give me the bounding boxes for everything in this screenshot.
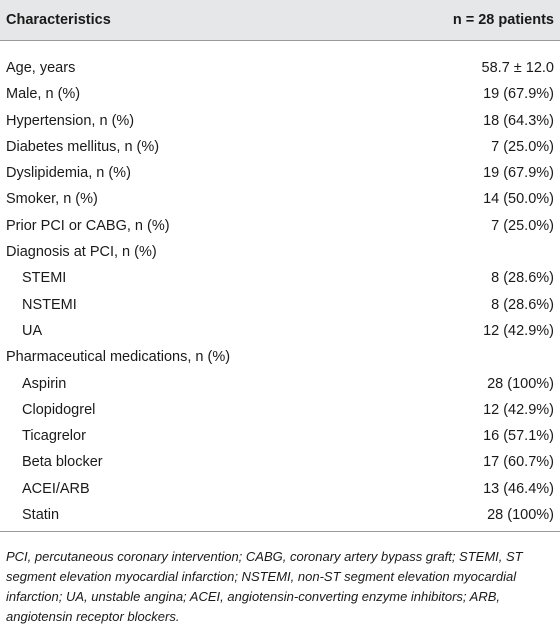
table-row: Ticagrelor 16 (57.1%) xyxy=(0,423,560,449)
row-label: Statin xyxy=(22,507,60,524)
table-header: Characteristics n = 28 patients xyxy=(0,0,560,41)
row-label: NSTEMI xyxy=(22,296,77,313)
row-label: Age, years xyxy=(6,60,76,76)
table-row: Dyslipidemia, n (%) 19 (67.9%) xyxy=(0,160,560,186)
table-row: Pharmaceutical medications, n (%) xyxy=(0,344,560,370)
table-row: Hypertension, n (%) 18 (64.3%) xyxy=(0,108,560,134)
row-value: 13 (46.4%) xyxy=(483,480,554,497)
row-label: Aspirin xyxy=(22,375,67,392)
table-row: Beta blocker 17 (60.7%) xyxy=(0,449,560,475)
row-value: 8 (28.6%) xyxy=(491,270,554,287)
row-value: 28 (100%) xyxy=(487,507,554,524)
row-label: UA xyxy=(22,322,43,339)
table-row: Male, n (%) 19 (67.9%) xyxy=(0,81,560,107)
table-row: NSTEMI 8 (28.6%) xyxy=(0,292,560,318)
row-label: Diabetes mellitus, n (%) xyxy=(6,138,160,155)
row-label: STEMI xyxy=(22,270,67,287)
row-value: 8 (28.6%) xyxy=(491,296,554,313)
table-row: Clopidogrel 12 (42.9%) xyxy=(0,397,560,423)
row-value: 58.7 ± 12.0 xyxy=(481,60,554,76)
row-label: ACEI/ARB xyxy=(22,480,90,497)
row-label: Ticagrelor xyxy=(22,428,86,445)
table-row: ACEI/ARB 13 (46.4%) xyxy=(0,476,560,502)
header-cell: n = 28 patients xyxy=(452,12,554,28)
header-cell: Characteristics xyxy=(6,12,111,28)
row-value: 19 (67.9%) xyxy=(483,86,554,103)
table-row: Age, years 58.7 ± 12.0 xyxy=(0,55,560,81)
row-label: Prior PCI or CABG, n (%) xyxy=(6,217,170,234)
row-value: 12 (42.9%) xyxy=(483,401,554,418)
row-value: 17 (60.7%) xyxy=(483,454,554,471)
row-value: 7 (25.0%) xyxy=(491,217,554,234)
table-row: Diagnosis at PCI, n (%) xyxy=(0,239,560,265)
row-label: Beta blocker xyxy=(22,454,103,471)
footnote: PCI, percutaneous coronary intervention;… xyxy=(6,549,523,624)
table-body: Age, years 58.7 ± 12.0 Male, n (%) 19 (67.9… xyxy=(0,55,560,528)
row-label: Male, n (%) xyxy=(6,86,81,103)
row-label: Clopidogrel xyxy=(22,401,96,418)
table-row: Aspirin 28 (100%) xyxy=(0,371,560,397)
table-row: Smoker, n (%) 14 (50.0%) xyxy=(0,186,560,212)
row-label: Dyslipidemia, n (%) xyxy=(6,165,131,182)
table-row: Prior PCI or CABG, n (%) 7 (25.0%) xyxy=(0,213,560,239)
table-row: STEMI 8 (28.6%) xyxy=(0,265,560,291)
row-label: Pharmaceutical medications, n (%) xyxy=(6,349,231,366)
row-label: Smoker, n (%) xyxy=(6,191,98,208)
row-value: 7 (25.0%) xyxy=(491,138,554,155)
row-value: 18 (64.3%) xyxy=(483,112,554,129)
row-value: 16 (57.1%) xyxy=(483,428,554,445)
row-value: 28 (100%) xyxy=(487,375,554,392)
row-value: 14 (50.0%) xyxy=(483,191,554,208)
row-label: Hypertension, n (%) xyxy=(6,112,135,129)
table-row: UA 12 (42.9%) xyxy=(0,318,560,344)
table-row: Diabetes mellitus, n (%) 7 (25.0%) xyxy=(0,134,560,160)
table-rule xyxy=(0,531,560,532)
row-label: Diagnosis at PCI, n (%) xyxy=(6,244,157,261)
row-value: 19 (67.9%) xyxy=(483,165,554,182)
row-value: 12 (42.9%) xyxy=(483,322,554,339)
table-row: Statin 28 (100%) xyxy=(0,502,560,528)
